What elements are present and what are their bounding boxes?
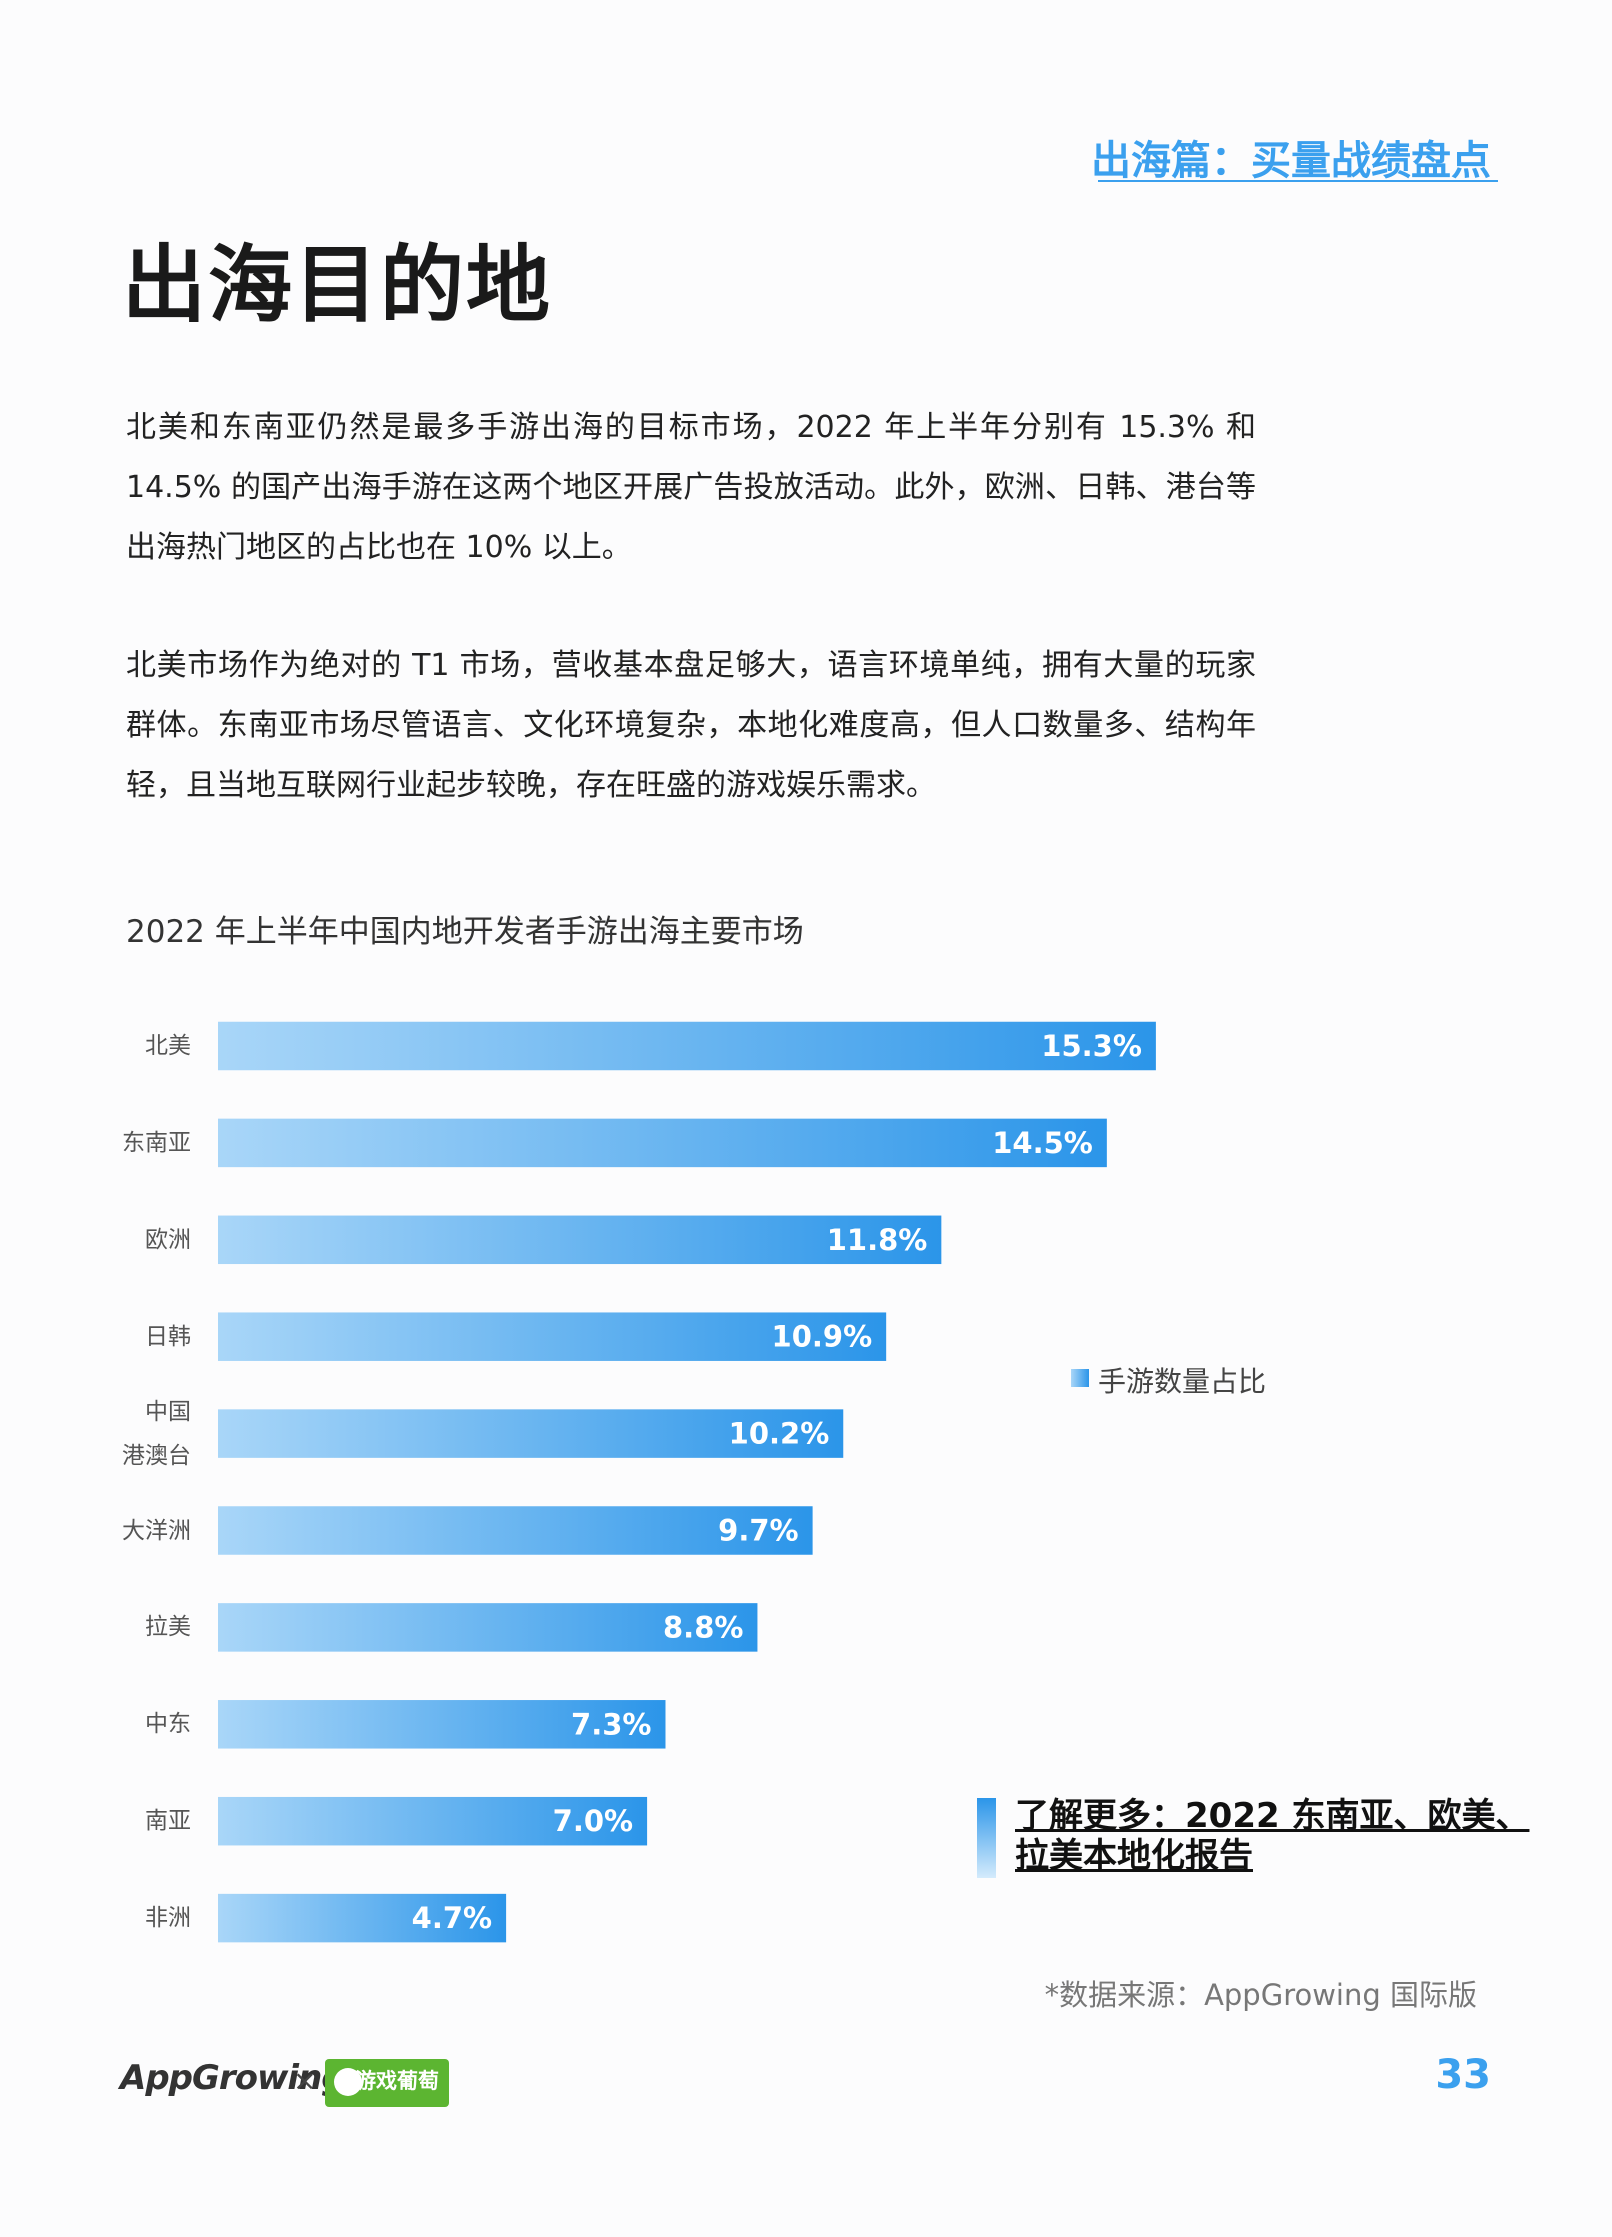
bar: [218, 1021, 1156, 1071]
category-label: 日韩: [145, 1323, 191, 1350]
page-title: 出海目的地: [122, 236, 553, 334]
value-label: 8.8%: [663, 1610, 743, 1644]
bar: [218, 1312, 887, 1361]
category-label: 北美: [145, 1033, 191, 1059]
logo-separator: ×: [293, 2064, 317, 2097]
category-label: 欧洲: [145, 1226, 191, 1253]
category-label: 南亚: [145, 1808, 191, 1835]
category-label: 中国 港澳台: [122, 1398, 191, 1469]
bar: [218, 1506, 813, 1555]
bar: [218, 1893, 507, 1943]
legend-swatch: [1071, 1369, 1089, 1387]
value-label: 14.5%: [992, 1126, 1093, 1160]
value-label: 15.3%: [1041, 1029, 1142, 1063]
category-label: 大洋洲: [122, 1517, 191, 1544]
link-accent: [977, 1798, 996, 1878]
value-label: 7.0%: [553, 1804, 633, 1838]
logo-appgrowing: AppGrowing: [120, 2058, 346, 2098]
category-label: 非洲: [145, 1905, 191, 1932]
logo-partner: 游戏葡萄: [325, 2059, 449, 2107]
section-title: 出海篇：买量战绩盘点: [1091, 138, 1491, 184]
category-label: 中东: [145, 1711, 191, 1738]
value-label: 10.9%: [772, 1320, 873, 1354]
value-label: 7.3%: [571, 1707, 651, 1741]
partner-icon: [334, 2068, 362, 2096]
report-link[interactable]: 了解更多：2022 东南亚、欧美、 拉美本地化报告: [1015, 1796, 1530, 1876]
paragraph: 北美和东南亚仍然是最多手游出海的目标市场，2022 年上半年分别有 15.3% …: [126, 410, 1256, 565]
value-label: 9.7%: [718, 1514, 798, 1548]
chart-title: 2022 年上半年中国内地开发者手游出海主要市场: [126, 914, 804, 950]
bar: [218, 1118, 1107, 1168]
bar: [218, 1700, 666, 1749]
section-underline: [1098, 180, 1498, 182]
paragraph: 北美市场作为绝对的 T1 市场，营收基本盘足够大，语言环境单纯，拥有大量的玩家群…: [126, 648, 1256, 803]
category-label: 东南亚: [122, 1129, 191, 1156]
page-number: 33: [1435, 2052, 1491, 2098]
value-label: 4.7%: [412, 1901, 492, 1935]
bar: [218, 1215, 942, 1265]
bar: [218, 1409, 844, 1458]
source-note: *数据来源：AppGrowing 国际版: [1044, 1978, 1477, 2012]
category-label: 拉美: [145, 1614, 191, 1641]
bar: [218, 1796, 648, 1846]
legend-label: 手游数量占比: [1098, 1365, 1267, 1398]
value-label: 10.2%: [729, 1417, 830, 1451]
value-label: 11.8%: [827, 1223, 928, 1257]
bar: [218, 1603, 758, 1652]
